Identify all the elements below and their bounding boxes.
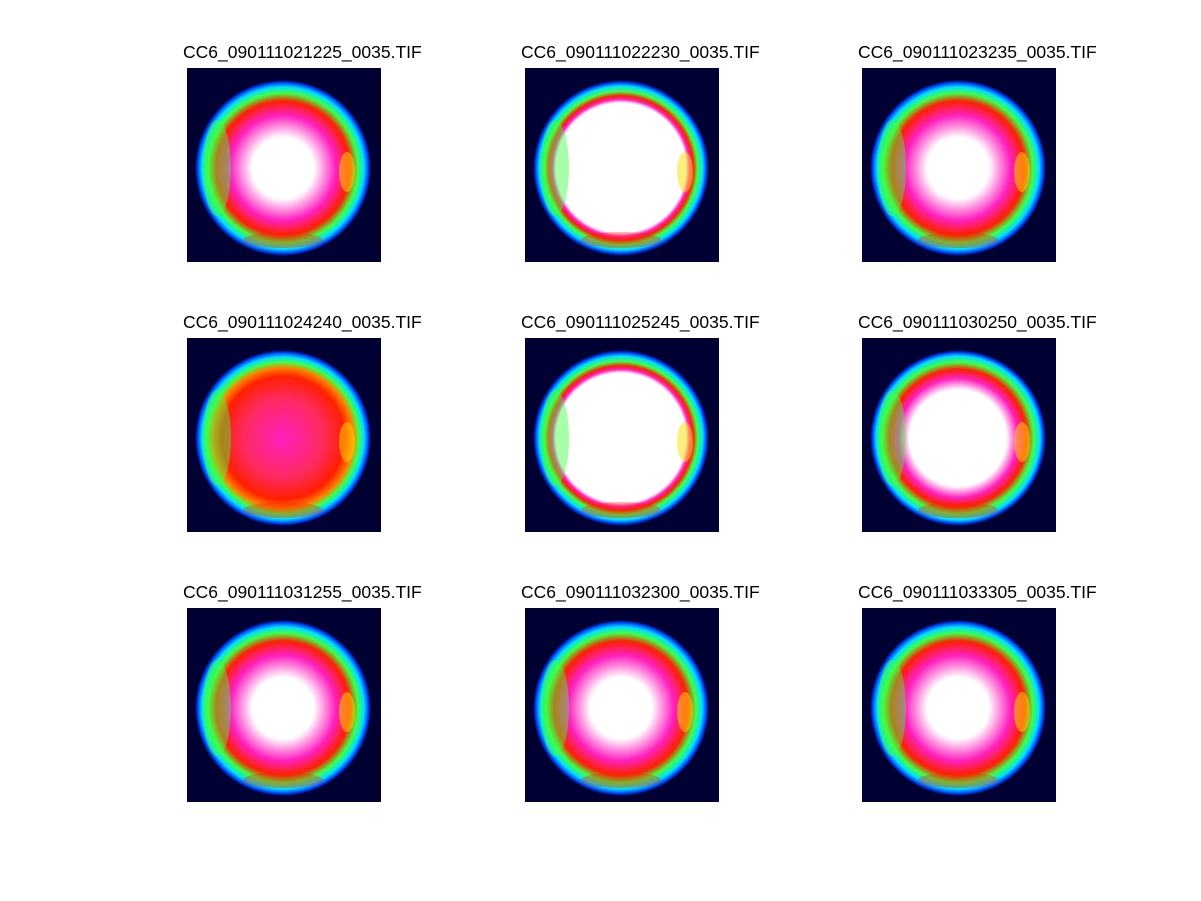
panel-title: CC6_090111033305_0035.TIF	[858, 582, 1097, 602]
panel-title: CC6_090111021225_0035.TIF	[183, 42, 422, 62]
sky-image	[862, 608, 1056, 802]
sky-image	[187, 68, 381, 262]
panel-title: CC6_090111030250_0035.TIF	[858, 312, 1097, 332]
image-panel-4: CC6_090111024240_0035.TIF	[183, 312, 422, 532]
sky-image	[862, 68, 1056, 262]
image-panel-6: CC6_090111030250_0035.TIF	[858, 312, 1097, 532]
sky-image	[525, 608, 719, 802]
image-panel-3: CC6_090111023235_0035.TIF	[858, 42, 1097, 262]
panel-title: CC6_090111031255_0035.TIF	[183, 582, 422, 602]
sky-image	[187, 608, 381, 802]
image-panel-2: CC6_090111022230_0035.TIF	[521, 42, 760, 262]
image-panel-9: CC6_090111033305_0035.TIF	[858, 582, 1097, 802]
sky-image	[862, 338, 1056, 532]
image-panel-8: CC6_090111032300_0035.TIF	[521, 582, 760, 802]
panel-title: CC6_090111023235_0035.TIF	[858, 42, 1097, 62]
panel-title: CC6_090111032300_0035.TIF	[521, 582, 760, 602]
sky-image	[187, 338, 381, 532]
panel-title: CC6_090111025245_0035.TIF	[521, 312, 760, 332]
image-panel-1: CC6_090111021225_0035.TIF	[183, 42, 422, 262]
image-panel-7: CC6_090111031255_0035.TIF	[183, 582, 422, 802]
panel-title: CC6_090111024240_0035.TIF	[183, 312, 422, 332]
panel-title: CC6_090111022230_0035.TIF	[521, 42, 760, 62]
image-panel-5: CC6_090111025245_0035.TIF	[521, 312, 760, 532]
sky-image	[525, 338, 719, 532]
sky-image	[525, 68, 719, 262]
